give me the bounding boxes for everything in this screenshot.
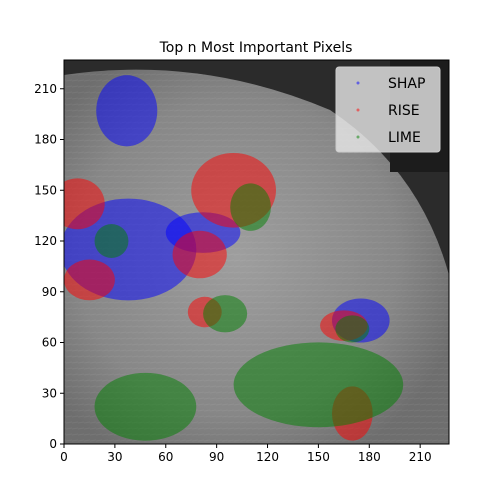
x-tick-label: 150 <box>307 450 330 464</box>
legend-label-shap: SHAP <box>388 76 425 92</box>
legend-marker-shap <box>357 82 360 85</box>
y-tick-label: 30 <box>42 386 57 400</box>
rise-region <box>50 178 104 229</box>
y-tick-label: 180 <box>34 133 57 147</box>
x-tick-label: 60 <box>158 450 173 464</box>
lime-region <box>95 224 129 258</box>
legend-label-lime: LIME <box>388 130 421 146</box>
y-tick-label: 150 <box>34 183 57 197</box>
x-tick-label: 180 <box>358 450 381 464</box>
x-tick-label: 90 <box>209 450 224 464</box>
chart-title: Top n Most Important Pixels <box>159 40 353 56</box>
y-tick-label: 120 <box>34 234 57 248</box>
x-tick-label: 30 <box>107 450 122 464</box>
lime-region <box>203 295 247 332</box>
shap-region <box>96 75 157 146</box>
x-axis: 0 30 60 90 120 150 180 210 <box>60 444 431 464</box>
x-tick-label: 210 <box>409 450 432 464</box>
y-tick-label: 0 <box>49 437 57 451</box>
legend: SHAP RISE LIME <box>336 67 440 152</box>
lime-region <box>335 315 369 342</box>
y-tick-label: 90 <box>42 285 57 299</box>
lime-region <box>234 342 404 427</box>
legend-label-rise: RISE <box>388 103 420 119</box>
x-tick-label: 120 <box>256 450 279 464</box>
legend-marker-lime <box>357 136 360 139</box>
legend-marker-rise <box>357 109 360 112</box>
lime-region <box>95 373 197 441</box>
y-tick-label: 60 <box>42 336 57 350</box>
x-tick-label: 0 <box>60 450 68 464</box>
lime-region <box>230 183 271 230</box>
y-axis: 0 30 60 90 120 150 180 210 <box>34 82 64 451</box>
rise-region <box>173 231 227 278</box>
rise-region <box>64 260 115 301</box>
y-tick-label: 210 <box>34 82 57 96</box>
